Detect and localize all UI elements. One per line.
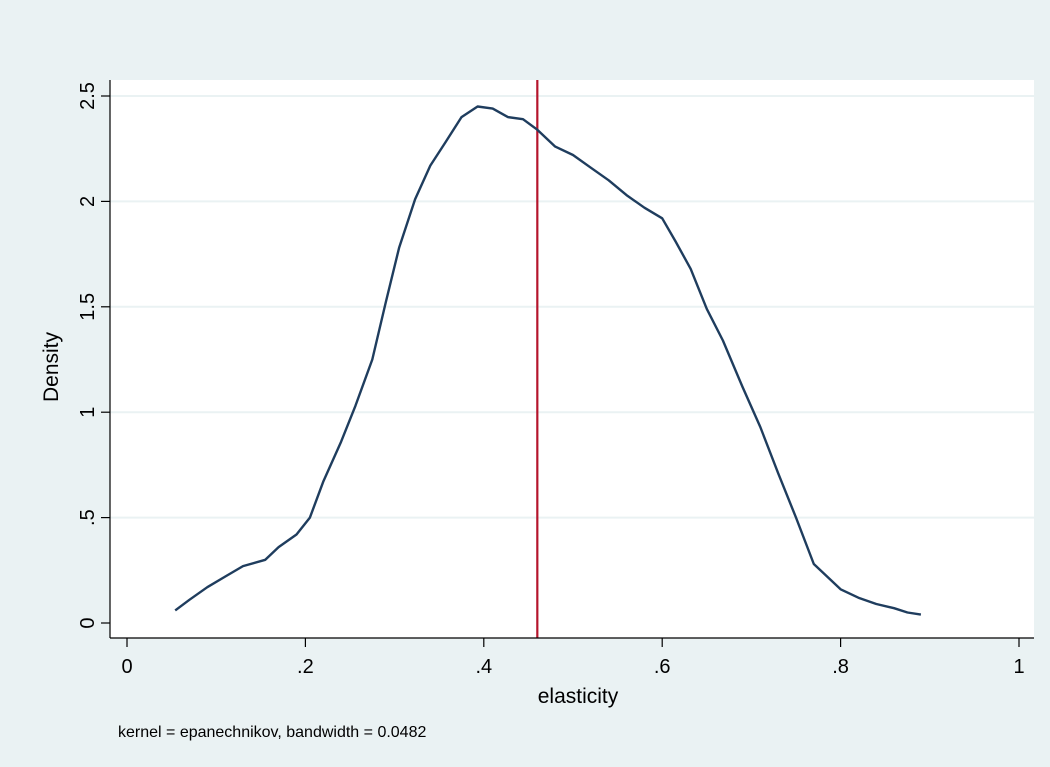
density-curve	[174, 105, 922, 616]
x-axis-label: elasticity	[538, 685, 619, 708]
axes: 0 .5 1 1.5 2 2.5 0 .2 .4 .6 .8 1	[77, 80, 1034, 678]
x-tick-label: .8	[832, 656, 849, 678]
y-tick-label: 1	[77, 407, 99, 418]
plot-area	[110, 80, 1034, 638]
x-tick-label: .2	[297, 656, 314, 678]
x-tick-label: 1	[1013, 656, 1024, 678]
kernel-note: kernel = epanechnikov, bandwidth = 0.048…	[118, 724, 426, 741]
y-axis-label: Density	[40, 331, 63, 402]
x-tick-label: 0	[121, 656, 132, 678]
y-tick-label: 2.5	[77, 82, 99, 110]
y-tick-label: .5	[77, 509, 99, 526]
series-layer	[174, 105, 922, 616]
y-tick-label: 0	[77, 617, 99, 628]
y-tick-label: 2	[77, 196, 99, 207]
y-tick-label: 1.5	[77, 293, 99, 321]
gridlines	[110, 95, 1034, 519]
x-tick-label: .4	[475, 656, 492, 678]
x-tick-label: .6	[654, 656, 671, 678]
